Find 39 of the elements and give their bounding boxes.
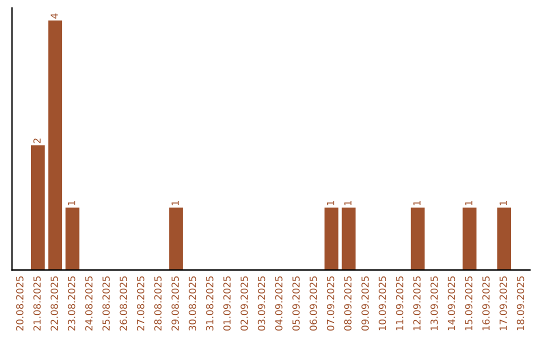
x-tick-label: 21.08.2025 — [33, 276, 41, 331]
x-tick-label: 03.09.2025 — [258, 276, 266, 331]
x-tick-label: 12.09.2025 — [413, 276, 421, 330]
x-tick-label: 27.08.2025 — [136, 276, 144, 331]
x-tick-label: 26.08.2025 — [120, 276, 128, 331]
x-tick-label: 16.09.2025 — [482, 276, 490, 330]
x-tick-label: 28.08.2025 — [154, 276, 162, 331]
data-label: 1 — [68, 200, 76, 206]
x-tick-label: 24.08.2025 — [85, 276, 93, 331]
data-label: 1 — [465, 200, 472, 206]
x-tick-label: 18.09.2025 — [516, 276, 524, 330]
x-tick-label: 13.09.2025 — [430, 276, 438, 330]
x-tick-label: 15.09.2025 — [465, 276, 472, 330]
x-tick-label: 14.09.2025 — [448, 276, 456, 330]
x-tick-label: 02.09.2025 — [240, 276, 248, 331]
x-tick-label: 08.09.2025 — [344, 276, 352, 331]
data-label: 1 — [413, 200, 420, 206]
x-tick-label: 22.08.2025 — [50, 276, 58, 331]
x-tick-label: 17.09.2025 — [500, 276, 507, 330]
x-tick-label: 20.08.2025 — [16, 276, 24, 331]
x-tick-label: 29.08.2025 — [172, 276, 179, 331]
x-tick-label: 23.08.2025 — [68, 276, 76, 331]
x-tick-label: 25.08.2025 — [102, 276, 110, 331]
data-label: 1 — [344, 200, 352, 206]
data-label: 1 — [172, 200, 179, 206]
x-tick-label: 06.09.2025 — [310, 276, 317, 331]
data-label: 2 — [33, 138, 41, 144]
x-tick-label: 01.09.2025 — [223, 276, 231, 331]
x-tick-label: 09.09.2025 — [361, 276, 369, 331]
x-tick-label: 30.08.2025 — [188, 276, 196, 330]
data-label: 1 — [327, 200, 334, 206]
x-tick-label: 07.09.2025 — [326, 276, 334, 331]
x-tick-label: 10.09.2025 — [378, 276, 386, 330]
x-tick-label: 31.08.2025 — [206, 276, 214, 330]
data-label: 4 — [50, 13, 58, 19]
x-tick-label: 05.09.2025 — [292, 276, 300, 331]
x-tick-label: 04.09.2025 — [275, 276, 282, 331]
data-label: 1 — [500, 200, 507, 206]
x-tick-label: 11.09.2025 — [396, 276, 404, 330]
